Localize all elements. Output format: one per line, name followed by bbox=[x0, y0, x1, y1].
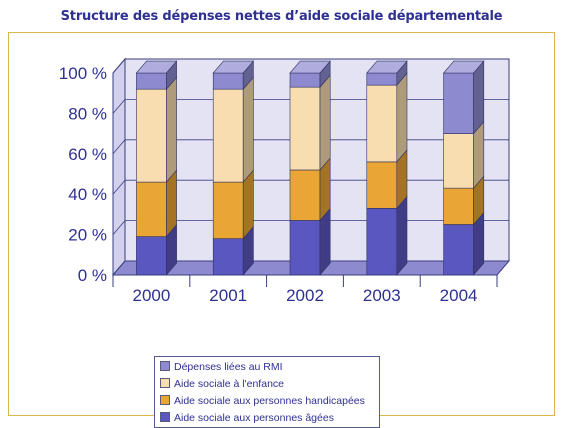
legend-label-agees: Aide sociale aux personnes âgées bbox=[174, 412, 334, 424]
bar-segment-front bbox=[212, 72, 244, 90]
y-tick-label: 0 % bbox=[78, 266, 107, 285]
bar-segment-front bbox=[366, 161, 398, 209]
x-tick-label: 2000 bbox=[132, 286, 170, 305]
bar-segment-front bbox=[366, 84, 398, 163]
legend-swatch-rmi bbox=[160, 361, 170, 371]
gridline-side bbox=[112, 99, 126, 114]
legend-label-handicapees: Aide sociale aux personnes handicapées bbox=[174, 395, 365, 407]
y-tick-label: 40 % bbox=[68, 185, 107, 204]
gridline-side bbox=[112, 179, 126, 195]
x-tick-label: 2001 bbox=[209, 286, 247, 305]
bar-segment-side bbox=[242, 76, 254, 183]
legend-item-enfance: Aide sociale à l'enfance bbox=[160, 377, 284, 391]
bar-top bbox=[366, 60, 408, 74]
bar-segment-front bbox=[366, 208, 398, 276]
legend-swatch-agees bbox=[160, 412, 170, 422]
x-tick-label: 2003 bbox=[363, 286, 401, 305]
bar-segment-front bbox=[366, 72, 398, 86]
chart-svg: 0 % 20 % 40 % 60 % 80 % 100 % 2000 2001 2002 2003… bbox=[59, 57, 511, 305]
bar-top bbox=[289, 60, 331, 74]
gridline-side bbox=[112, 220, 126, 235]
chart-title: Structure des dépenses nettes d’aide soc… bbox=[60, 9, 503, 24]
bar-segment-side bbox=[396, 195, 408, 276]
bar-segment-front bbox=[212, 181, 244, 239]
legend-label-rmi: Dépenses liées au RMI bbox=[174, 361, 283, 373]
side-wall bbox=[112, 57, 126, 277]
bar-segment-front bbox=[136, 88, 167, 183]
legend: Dépenses liées au RMI Aide sociale à l'e… bbox=[154, 356, 380, 428]
bar-segment-front bbox=[289, 72, 321, 88]
legend-item-handicapees: Aide sociale aux personnes handicapées bbox=[160, 394, 365, 408]
gridline-side bbox=[112, 139, 126, 155]
bar-segment-side bbox=[319, 74, 331, 171]
x-tick-label: 2002 bbox=[286, 286, 324, 305]
bar-segment-side bbox=[166, 76, 177, 183]
bar-segment-front bbox=[136, 181, 167, 237]
bar-segment-side bbox=[473, 60, 485, 135]
y-tick-label: 100 % bbox=[59, 64, 107, 83]
bar-segment-front bbox=[212, 238, 244, 276]
bar-segment-front bbox=[289, 86, 321, 171]
legend-swatch-handicapees bbox=[160, 395, 170, 405]
y-tick-label: 80 % bbox=[68, 104, 107, 123]
legend-item-rmi: Dépenses liées au RMI bbox=[160, 360, 283, 374]
bar-segment-front bbox=[443, 72, 474, 134]
bar-segment-front bbox=[443, 133, 474, 189]
x-tick-label: 2004 bbox=[440, 286, 478, 305]
y-tick-label: 20 % bbox=[68, 226, 107, 245]
bar-segment-front bbox=[289, 220, 321, 276]
bar-segment-front bbox=[443, 224, 474, 276]
bar-segment-front bbox=[443, 187, 474, 225]
bar-segment-front bbox=[289, 169, 321, 221]
gridline-side bbox=[112, 58, 126, 74]
bar-top bbox=[442, 60, 485, 74]
chart-frame: 0 % 20 % 40 % 60 % 80 % 100 % 2000 2001 2002 2003… bbox=[8, 32, 555, 428]
bar-segment-front bbox=[136, 72, 167, 90]
legend-item-agees: Aide sociale aux personnes âgées bbox=[160, 411, 334, 425]
legend-label-enfance: Aide sociale à l'enfance bbox=[174, 378, 284, 390]
bar-segment-side bbox=[396, 72, 408, 163]
y-tick-label: 60 % bbox=[68, 145, 107, 164]
bar-segment-front bbox=[212, 88, 244, 183]
legend-swatch-enfance bbox=[160, 378, 170, 388]
bar-top bbox=[212, 60, 255, 74]
bar-segment-front bbox=[136, 236, 167, 276]
bar-top bbox=[135, 60, 178, 74]
